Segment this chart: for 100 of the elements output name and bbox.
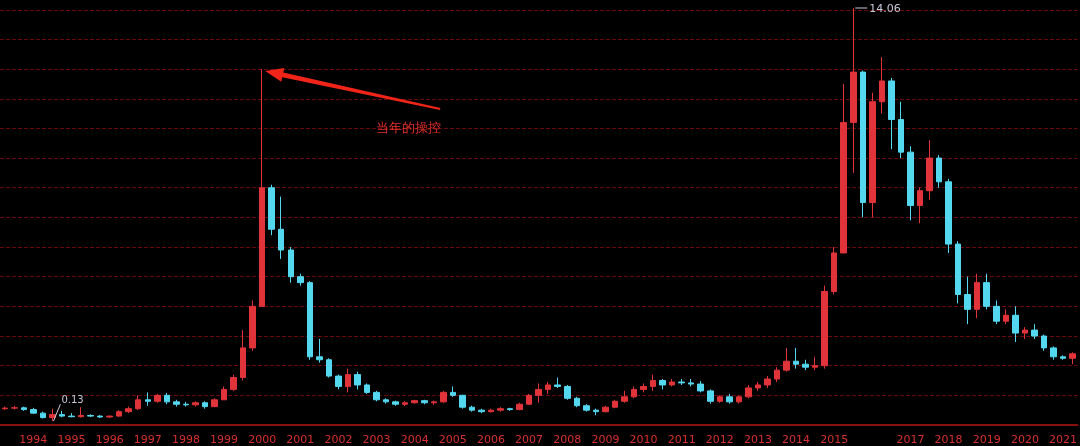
candlestick (507, 407, 513, 412)
candlestick (345, 368, 351, 393)
candlestick (755, 381, 761, 392)
candlestick (40, 411, 46, 419)
candlestick (802, 359, 809, 371)
candlestick (907, 145, 914, 221)
candlestick (1022, 326, 1028, 340)
annotation: 0.13 (61, 393, 84, 405)
candlestick (898, 101, 904, 159)
candlestick (936, 154, 942, 189)
annotation: 14.06 (869, 1, 901, 15)
candlestick (2, 406, 8, 411)
candlestick (316, 338, 323, 364)
candlestick (983, 273, 990, 310)
candlestick (450, 385, 456, 398)
candlestick (1069, 351, 1076, 365)
candlestick (392, 400, 399, 407)
candlestick (326, 357, 332, 379)
candlestick (497, 406, 504, 413)
x-tick-label: 2018 (934, 433, 963, 446)
x-tick-label: 1994 (19, 433, 48, 446)
candlestick (373, 390, 380, 402)
candlestick (840, 83, 847, 254)
candlestick (545, 381, 551, 395)
candlestick (221, 385, 227, 401)
candlestick (1060, 354, 1066, 361)
x-tick-label: 2003 (362, 433, 391, 446)
candlestick (431, 400, 437, 406)
candlestick (68, 412, 75, 418)
candlestick (974, 273, 980, 319)
candlestick (955, 240, 961, 304)
candlestick (11, 405, 18, 411)
candlestick (774, 366, 780, 383)
candlestick (717, 394, 723, 404)
x-tick-label: 2007 (515, 433, 544, 446)
x-tick-label: 2009 (591, 433, 620, 446)
candlestick (364, 382, 370, 395)
candlestick (1041, 334, 1047, 352)
candlestick (192, 400, 199, 408)
candlestick (469, 405, 475, 413)
candlestick (621, 390, 628, 404)
x-tick-label: 1995 (57, 433, 86, 446)
candlestick (631, 385, 637, 399)
x-tick-label: 2005 (438, 433, 467, 446)
candlestick (354, 371, 361, 390)
candlestick (697, 380, 704, 393)
x-tick-label: 2000 (248, 433, 277, 446)
candlestick (421, 399, 428, 405)
candlestick (249, 299, 256, 352)
x-tick-label: 2012 (705, 433, 734, 446)
candlestick (669, 378, 675, 387)
candlestick (583, 403, 590, 413)
candlestick (659, 378, 666, 390)
candlestick (793, 347, 799, 370)
candlestick (145, 391, 151, 407)
candlestick (945, 178, 952, 254)
candlestick (106, 415, 113, 419)
candlestick (650, 374, 656, 392)
x-tick-label: 2019 (972, 433, 1001, 446)
candlestick (440, 390, 447, 404)
x-tick-label: 2011 (667, 433, 696, 446)
candlestick (1031, 323, 1038, 340)
candlestick (488, 408, 494, 414)
candlestick (564, 384, 571, 401)
candlestick (125, 406, 132, 414)
candlestick (612, 399, 618, 409)
candlestick (526, 393, 532, 406)
candlestick (554, 377, 561, 389)
candlestick (831, 246, 837, 295)
candlestick (21, 406, 27, 412)
candlestick (383, 397, 389, 405)
x-tick-label: 2021 (1049, 433, 1078, 446)
candlestick (230, 374, 237, 392)
candlestick (154, 393, 161, 404)
candlestick (745, 384, 752, 399)
x-tick-label: 2008 (553, 433, 582, 446)
x-tick-label: 2001 (286, 433, 315, 446)
x-tick-label: 1996 (95, 433, 124, 446)
x-tick-label: 1997 (133, 433, 162, 446)
candlestick (688, 378, 694, 387)
candlestick (574, 396, 580, 408)
candlestick (869, 92, 876, 218)
candlestick (678, 378, 685, 386)
annotation: 当年的操控 (375, 119, 441, 135)
x-tick-label: 2014 (782, 433, 811, 446)
candlestick (288, 246, 294, 284)
x-tick-label: 2004 (400, 433, 429, 446)
candlestick (726, 393, 733, 405)
candlestick (411, 399, 418, 405)
candlestick (97, 414, 103, 419)
candlestick (78, 406, 84, 419)
candlestick (888, 77, 895, 150)
candlestick (459, 394, 466, 410)
candlestick (879, 56, 885, 115)
x-tick-label: 1999 (210, 433, 239, 446)
candlestick (736, 394, 742, 405)
candlestick (297, 273, 304, 287)
candlestick (926, 139, 933, 201)
candlestick (173, 399, 180, 408)
candlestick (516, 402, 523, 411)
